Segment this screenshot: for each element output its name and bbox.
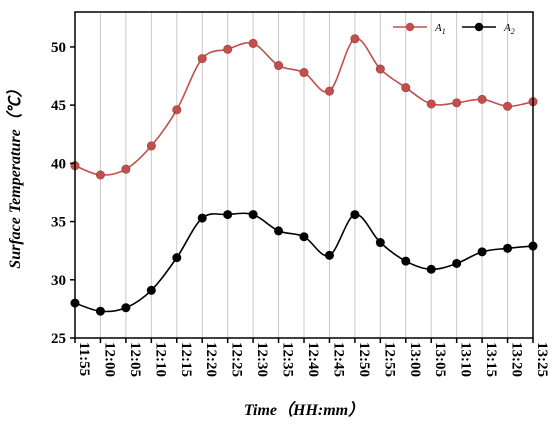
data-point [121, 303, 131, 313]
data-point [223, 210, 233, 220]
data-point [223, 44, 233, 54]
data-point [401, 83, 411, 93]
legend-entry: A1 [393, 22, 446, 36]
x-tick-label: 12:30 [254, 342, 270, 377]
legend-label-base: A [503, 22, 511, 34]
data-point [350, 34, 360, 44]
vertical-grid [99, 12, 509, 338]
data-point [172, 253, 182, 263]
x-tick-label: 13:10 [458, 342, 474, 377]
data-point [375, 238, 385, 248]
y-tick-label: 35 [51, 215, 66, 231]
x-tick-label: 13:20 [509, 342, 525, 377]
x-tick-label: 13:05 [432, 342, 448, 377]
data-point [401, 256, 411, 266]
legend-label: A1 [434, 22, 446, 36]
legend-marker [474, 22, 484, 32]
x-tick-label: 12:55 [381, 342, 397, 377]
data-point [274, 226, 284, 236]
data-point [426, 264, 436, 274]
data-point [452, 258, 462, 268]
data-point [248, 210, 258, 220]
x-tick-label: 12:40 [305, 342, 321, 377]
y-tick-label: 45 [51, 98, 66, 114]
data-point [503, 101, 513, 111]
y-tick-label: 25 [51, 331, 66, 347]
data-point [324, 250, 334, 260]
data-point [95, 306, 105, 316]
data-point [477, 94, 487, 104]
x-axis: 11:55 12:00 12:05 12:10 12:15 12:20 12:25 12:30… [74, 338, 550, 377]
data-point [146, 141, 156, 151]
legend-label-base: A [434, 22, 442, 34]
data-point [299, 68, 309, 78]
x-tick-label: 12:25 [229, 342, 245, 377]
data-point [452, 98, 462, 108]
x-tick-label: 12:20 [203, 342, 219, 377]
data-point [248, 38, 258, 48]
series-layer [70, 34, 538, 316]
y-axis-title: Surface Temperature（℃） [5, 81, 24, 268]
data-point [299, 232, 309, 242]
data-point [121, 164, 131, 174]
x-tick-label: 12:05 [127, 342, 143, 377]
data-point [197, 54, 207, 64]
legend-entry: A2 [462, 22, 515, 36]
series-A2 [70, 210, 538, 316]
x-axis-title: Time（HH:mm） [244, 400, 364, 419]
data-point [95, 170, 105, 180]
data-point [375, 64, 385, 74]
x-tick-label: 12:15 [178, 342, 194, 377]
x-tick-label: 12:35 [280, 342, 296, 377]
x-tick-label: 13:00 [407, 342, 423, 377]
y-tick-label: 50 [51, 40, 66, 56]
data-point [274, 61, 284, 71]
legend: A1 A2 [393, 22, 515, 36]
legend-label: A2 [503, 22, 515, 36]
y-tick-label: 40 [51, 156, 66, 172]
x-tick-label: 13:15 [483, 342, 499, 377]
data-point [197, 213, 207, 223]
legend-label-subscript: 1 [442, 27, 446, 36]
y-axis: 25 30 35 40 45 50 [51, 40, 75, 347]
data-point [350, 210, 360, 220]
x-tick-label: 12:50 [356, 342, 372, 377]
data-point [503, 243, 513, 253]
x-tick-label: 12:00 [101, 342, 117, 377]
legend-marker [405, 22, 415, 32]
data-point [172, 105, 182, 115]
x-tick-label: 12:10 [152, 342, 168, 377]
y-tick-label: 30 [51, 273, 66, 289]
data-point [146, 285, 156, 295]
x-tick-label: 12:45 [330, 342, 346, 377]
data-point [477, 247, 487, 257]
data-point [324, 86, 334, 96]
legend-label-subscript: 2 [511, 27, 515, 36]
x-tick-label: 11:55 [76, 342, 92, 376]
x-tick-label: 13:25 [534, 342, 550, 377]
data-point [426, 99, 436, 109]
